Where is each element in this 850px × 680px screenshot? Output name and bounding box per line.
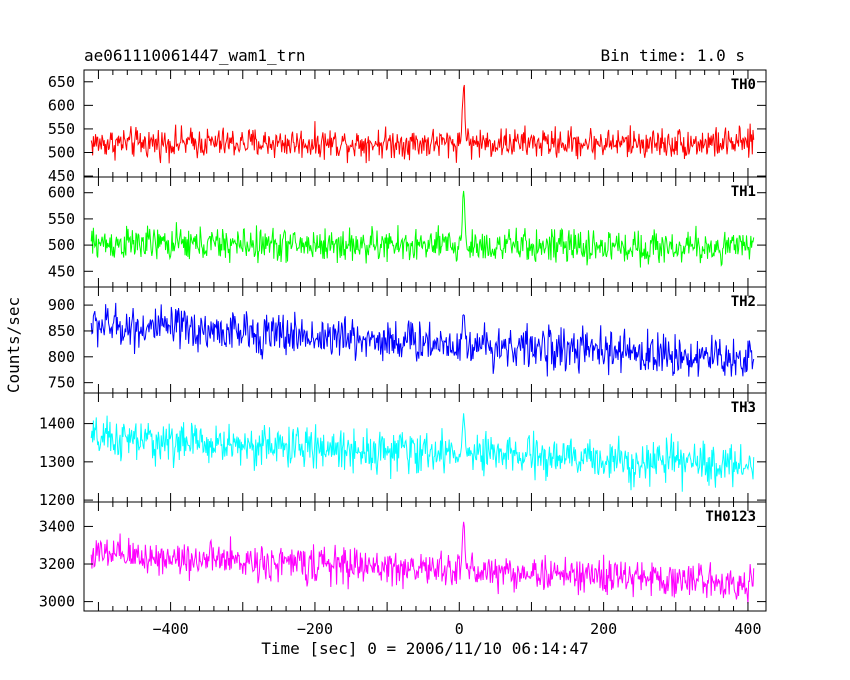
y-tick-label: 3200 [39,555,75,573]
x-axis-title: Time [sec] 0 = 2006/11/10 06:14:47 [261,639,589,658]
x-tick-label: −200 [297,620,333,638]
panel-th3: 1200 1300 1400 TH3 [39,392,767,509]
x-axis: −400 −200 0 200 400 [153,620,762,638]
y-tick-label: 450 [48,167,75,185]
y-tick-label: 1200 [39,491,75,509]
panel-th0123: 3000 3200 3400 TH0123 [39,501,767,612]
x-tick-label: 400 [734,620,761,638]
series-line-th3 [90,413,755,492]
y-tick-label: 450 [48,262,75,280]
bin-time-label: Bin time: 1.0 s [601,46,746,65]
series-line-th0 [90,84,755,164]
series-line-th2 [90,302,755,377]
y-tick-label: 750 [48,374,75,392]
y-tick-label: 500 [48,236,75,254]
chart-title: ae061110061447_wam1_trn [84,46,306,65]
panel-th1: 450 500 550 600 TH1 [48,176,767,288]
y-tick-label: 1400 [39,415,75,433]
panel-frame [83,501,767,612]
y-tick-label: 800 [48,348,75,366]
series-line-th1 [90,190,755,268]
panel-th0: 450 500 550 600 650 TH0 [48,69,767,185]
y-tick-label: 1300 [39,453,75,471]
y-tick-label: 3000 [39,593,75,611]
panel-th2: 750 800 850 900 TH2 [48,286,767,394]
y-tick-label: 500 [48,143,75,161]
x-tick-label: 0 [455,620,464,638]
y-tick-label: 600 [48,184,75,202]
panel-label: TH0123 [705,509,756,525]
y-tick-label: 550 [48,120,75,138]
y-tick-label: 550 [48,210,75,228]
panel-frame [83,69,767,178]
panel-label: TH2 [731,294,756,310]
x-tick-label: 200 [590,620,617,638]
x-tick-label: −400 [153,620,189,638]
series-line-th0123 [90,521,755,604]
panel-frame [83,176,767,288]
y-tick-label: 3400 [39,517,75,535]
y-tick-label: 850 [48,322,75,340]
y-tick-label: 900 [48,296,75,314]
panel-label: TH0 [731,77,756,93]
y-axis-title: Counts/sec [4,297,23,393]
panels-group: 450 500 550 600 650 TH0 450 500 550 600 TH1 750 800 8… [39,69,767,612]
y-tick-label: 650 [48,73,75,91]
panel-label: TH3 [731,400,756,416]
panel-label: TH1 [731,184,756,200]
y-tick-label: 600 [48,96,75,114]
